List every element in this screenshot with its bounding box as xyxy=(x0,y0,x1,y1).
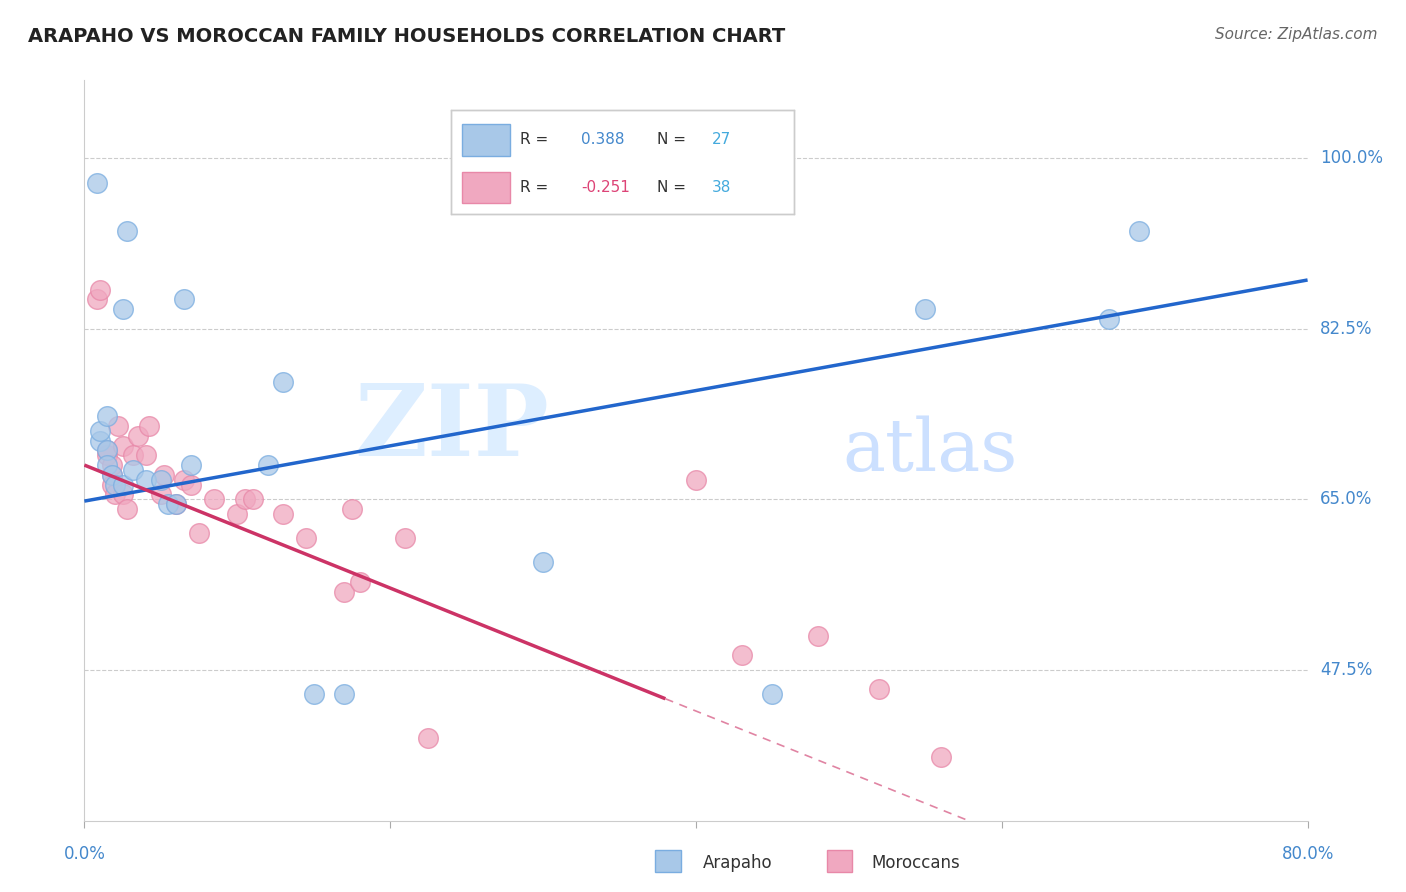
Point xyxy=(111,439,134,453)
Text: Moroccans: Moroccans xyxy=(872,854,960,871)
Point xyxy=(914,302,936,317)
Point xyxy=(115,502,138,516)
Point xyxy=(101,477,124,491)
Text: ZIP: ZIP xyxy=(354,380,550,476)
Point xyxy=(153,467,176,482)
Text: 65.0%: 65.0% xyxy=(1320,491,1372,508)
Point xyxy=(394,531,416,545)
Point xyxy=(138,419,160,434)
Point xyxy=(869,682,891,697)
Text: 82.5%: 82.5% xyxy=(1320,319,1372,338)
Point xyxy=(107,419,129,434)
Point xyxy=(1128,224,1150,238)
Point xyxy=(89,434,111,448)
Point xyxy=(96,443,118,458)
Point xyxy=(188,526,211,541)
Point xyxy=(180,458,202,472)
Point xyxy=(101,467,124,482)
Point xyxy=(149,487,172,501)
Point xyxy=(135,473,157,487)
Text: Arapaho: Arapaho xyxy=(703,854,773,871)
Point xyxy=(531,556,554,570)
Point xyxy=(929,750,952,764)
Point xyxy=(257,458,280,472)
Point xyxy=(96,443,118,458)
Text: atlas: atlas xyxy=(842,415,1018,486)
Point xyxy=(761,687,783,701)
Point xyxy=(115,224,138,238)
Point xyxy=(418,731,440,745)
Text: 80.0%: 80.0% xyxy=(1281,845,1334,863)
Point xyxy=(89,424,111,438)
Point xyxy=(165,497,187,511)
Point xyxy=(104,487,127,501)
Point xyxy=(149,473,172,487)
Point xyxy=(111,477,134,491)
Point xyxy=(180,477,202,491)
Point xyxy=(807,628,830,642)
Point xyxy=(271,507,294,521)
Point xyxy=(340,502,363,516)
Point xyxy=(302,687,325,701)
Point xyxy=(86,176,108,190)
Y-axis label: Family Households: Family Households xyxy=(24,373,42,528)
Point xyxy=(165,497,187,511)
Point xyxy=(271,376,294,390)
Point xyxy=(122,448,145,462)
Point xyxy=(233,492,256,507)
Point xyxy=(1098,312,1121,326)
Bar xyxy=(655,850,681,872)
Point xyxy=(96,448,118,462)
Point xyxy=(96,409,118,424)
Text: 0.0%: 0.0% xyxy=(63,845,105,863)
Point xyxy=(127,429,149,443)
Bar xyxy=(827,850,852,872)
Point xyxy=(86,293,108,307)
Point xyxy=(242,492,264,507)
Point xyxy=(122,463,145,477)
Point xyxy=(111,487,134,501)
Point xyxy=(731,648,754,662)
Point xyxy=(202,492,225,507)
Point xyxy=(157,497,180,511)
Point xyxy=(349,574,371,589)
Point xyxy=(135,448,157,462)
Text: ARAPAHO VS MOROCCAN FAMILY HOUSEHOLDS CORRELATION CHART: ARAPAHO VS MOROCCAN FAMILY HOUSEHOLDS CO… xyxy=(28,27,786,45)
Point xyxy=(101,458,124,472)
Point xyxy=(111,302,134,317)
Point xyxy=(333,584,356,599)
Point xyxy=(173,293,195,307)
Point xyxy=(96,458,118,472)
Point xyxy=(685,473,707,487)
Point xyxy=(226,507,249,521)
Point xyxy=(333,687,356,701)
Text: 47.5%: 47.5% xyxy=(1320,661,1372,679)
Point xyxy=(104,477,127,491)
Text: 100.0%: 100.0% xyxy=(1320,149,1384,167)
Point xyxy=(89,283,111,297)
Point xyxy=(173,473,195,487)
Text: Source: ZipAtlas.com: Source: ZipAtlas.com xyxy=(1215,27,1378,42)
Point xyxy=(295,531,318,545)
Point xyxy=(101,467,124,482)
